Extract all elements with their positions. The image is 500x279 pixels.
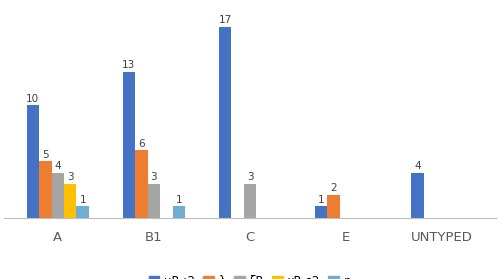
Text: 1: 1 bbox=[176, 195, 182, 205]
Text: 17: 17 bbox=[218, 15, 232, 25]
Bar bbox=[172, 206, 185, 218]
Bar bbox=[411, 173, 424, 218]
Bar bbox=[64, 184, 76, 218]
Bar bbox=[328, 195, 340, 218]
Legend: μR-ι2, λ, ξR, νR-ε2, η: μR-ι2, λ, ξR, νR-ε2, η bbox=[144, 270, 356, 279]
Bar bbox=[244, 184, 256, 218]
Bar bbox=[39, 162, 52, 218]
Text: 10: 10 bbox=[26, 93, 40, 104]
Bar bbox=[219, 27, 232, 218]
Text: 3: 3 bbox=[67, 172, 73, 182]
Text: 13: 13 bbox=[122, 60, 136, 70]
Text: 5: 5 bbox=[42, 150, 48, 160]
Bar bbox=[122, 72, 135, 218]
Text: 3: 3 bbox=[150, 172, 157, 182]
Bar bbox=[315, 206, 328, 218]
Bar bbox=[76, 206, 89, 218]
Bar bbox=[26, 105, 39, 218]
Text: 1: 1 bbox=[318, 195, 324, 205]
Text: 4: 4 bbox=[414, 161, 420, 171]
Text: 3: 3 bbox=[246, 172, 254, 182]
Bar bbox=[52, 173, 64, 218]
Text: 1: 1 bbox=[80, 195, 86, 205]
Text: 6: 6 bbox=[138, 139, 144, 148]
Text: 2: 2 bbox=[330, 184, 337, 193]
Bar bbox=[148, 184, 160, 218]
Text: 4: 4 bbox=[54, 161, 61, 171]
Bar bbox=[135, 150, 147, 218]
